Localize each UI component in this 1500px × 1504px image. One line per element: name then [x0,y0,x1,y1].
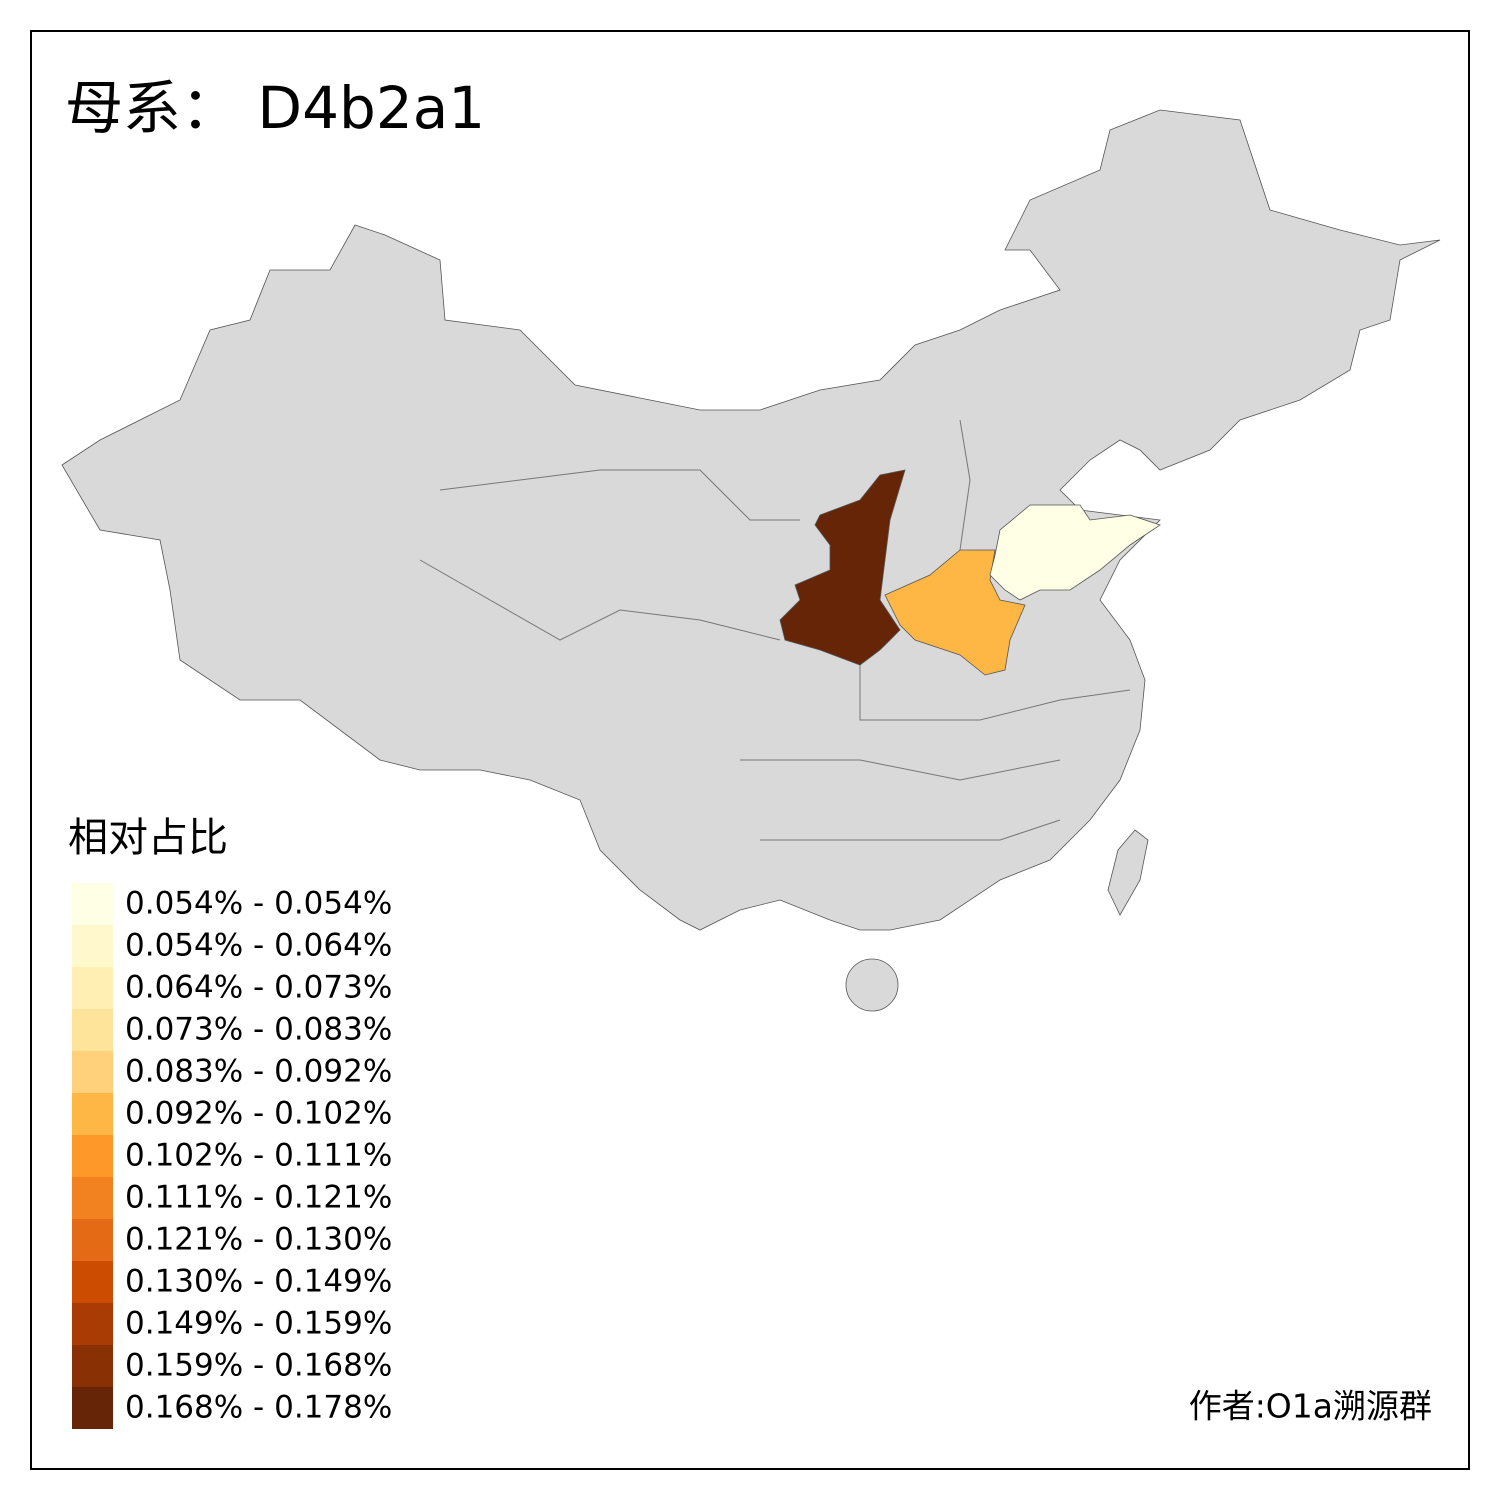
legend-label: 0.168% - 0.178% [125,1390,392,1426]
legend-label: 0.102% - 0.111% [125,1138,392,1174]
legend-label: 0.121% - 0.130% [125,1222,392,1258]
legend-label: 0.111% - 0.121% [125,1180,392,1216]
island [1107,829,1149,916]
legend-swatch [72,1135,113,1177]
highlighted-region [884,549,1026,676]
credit: 作者:O1a溯源群 [1189,1387,1432,1426]
legend-swatch [72,1345,113,1387]
internal-border [760,819,1061,841]
legend: 0.054% - 0.054% 0.054% - 0.064% 0.064% - 0… [72,883,392,1429]
legend-swatch [72,1387,113,1429]
legend-label: 0.073% - 0.083% [125,1012,392,1048]
map-title: 母系： D4b2a1 [65,74,485,142]
island [845,958,899,1012]
legend-label: 0.149% - 0.159% [125,1306,392,1342]
internal-border [740,759,1061,781]
legend-swatch [72,925,113,967]
legend-swatch [72,1177,113,1219]
internal-border [959,419,971,551]
legend-label: 0.054% - 0.064% [125,928,392,964]
internal-border [419,559,781,641]
highlighted-region [989,504,1161,601]
legend-swatch [72,1219,113,1261]
highlighted-region [779,469,906,666]
internal-border [439,469,800,521]
legend-label: 0.083% - 0.092% [125,1054,392,1090]
legend-label: 0.064% - 0.073% [125,970,392,1006]
legend-label: 0.092% - 0.102% [125,1096,392,1132]
legend-swatch [72,1009,113,1051]
internal-border [859,665,1131,721]
legend-title: 相对占比 [68,815,228,861]
legend-label: 0.054% - 0.054% [125,886,392,922]
legend-swatch [72,967,113,1009]
legend-swatch [72,883,113,925]
legend-swatch [72,1303,113,1345]
legend-swatch [72,1051,113,1093]
legend-swatch [72,1261,113,1303]
legend-swatch [72,1093,113,1135]
legend-label: 0.130% - 0.149% [125,1264,392,1300]
base-map [61,109,1441,1012]
legend-label: 0.159% - 0.168% [125,1348,392,1384]
